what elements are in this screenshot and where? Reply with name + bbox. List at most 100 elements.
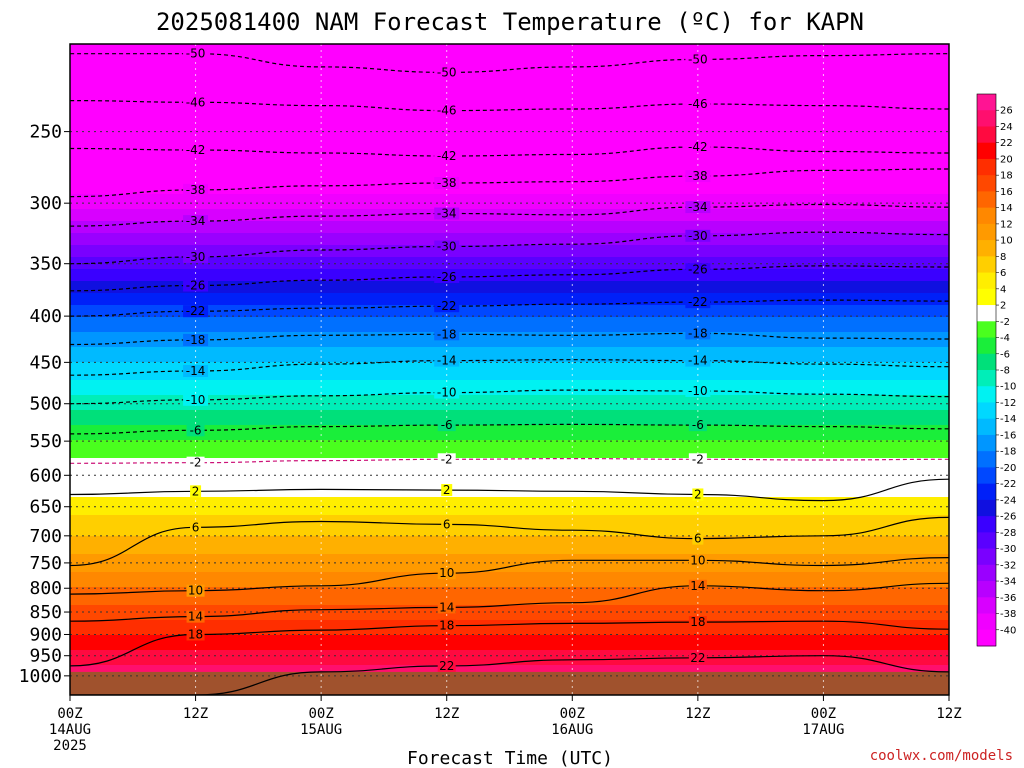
contour-label-bg — [437, 419, 456, 432]
temperature-band — [70, 122, 949, 126]
y-tick-label: 700 — [29, 526, 62, 547]
temperature-band — [70, 65, 949, 69]
temperature-band — [70, 287, 949, 291]
credit-link[interactable]: coolwx.com/models — [870, 748, 1013, 764]
temperature-band — [70, 191, 949, 195]
colorbar-label: 16 — [1000, 187, 1013, 198]
temperature-band — [70, 185, 949, 189]
contour-label: -42 — [688, 140, 708, 154]
contour-label-bg — [437, 659, 456, 672]
temperature-band — [70, 371, 949, 375]
below-ground-area — [70, 671, 949, 695]
colorbar-swatch — [977, 386, 996, 403]
contour-label: -10 — [688, 384, 708, 398]
colorbar-swatch — [977, 370, 996, 387]
temperature-band — [70, 656, 949, 660]
temperature-band — [70, 590, 949, 594]
colorbar-swatch — [977, 175, 996, 192]
contour-label-bg — [434, 104, 460, 117]
colorbar-label: 2 — [1000, 301, 1006, 312]
temperature-band — [70, 614, 949, 618]
temperature-band — [70, 500, 949, 504]
temperature-band — [70, 479, 949, 483]
temperature-band — [70, 554, 949, 558]
contour-label-bg — [685, 263, 711, 276]
contour-label: -10 — [437, 386, 457, 400]
temperature-band — [70, 131, 949, 135]
temperature-band — [70, 50, 949, 54]
temperature-band — [70, 230, 949, 234]
colorbar-swatch — [977, 483, 996, 501]
temperature-band — [70, 215, 949, 219]
temperature-band — [70, 59, 949, 63]
contour-label: -38 — [688, 169, 708, 183]
colorbar-swatch — [977, 597, 996, 614]
temperature-band — [70, 89, 949, 93]
temperature-band — [70, 182, 949, 186]
y-tick-label: 1000 — [19, 666, 62, 687]
temperature-band — [70, 545, 949, 549]
contour-label: -38 — [186, 183, 206, 197]
temperature-band — [70, 527, 949, 531]
colorbar-label: 22 — [1000, 138, 1013, 149]
temperature-band — [70, 350, 949, 354]
contour-line — [70, 557, 949, 595]
y-tick-label: 850 — [29, 602, 62, 623]
temperature-band — [70, 317, 949, 321]
contour-label: 22 — [439, 659, 454, 673]
temperature-band — [70, 197, 949, 201]
temperature-band — [70, 293, 949, 297]
temperature-band — [70, 515, 949, 519]
colorbar-swatch — [977, 353, 996, 371]
temperature-band — [70, 269, 949, 273]
colorbar-swatch — [977, 402, 996, 420]
temperature-band — [70, 257, 949, 261]
temperature-band — [70, 509, 949, 513]
temperature-band — [70, 134, 949, 138]
y-tick-label: 450 — [29, 352, 62, 373]
colorbar-swatch — [977, 94, 996, 111]
contour-label-bg — [437, 601, 456, 614]
colorbar-swatch — [977, 451, 996, 468]
temperature-band — [70, 389, 949, 393]
x-tick-label: 00Z — [57, 706, 82, 722]
colorbar-swatch — [977, 240, 996, 257]
temperature-band — [70, 572, 949, 576]
contour-line — [70, 332, 949, 346]
contour-label-bg — [688, 651, 707, 664]
temperature-band — [70, 431, 949, 435]
temperature-band — [70, 551, 949, 555]
temperature-band — [70, 377, 949, 381]
temperature-band — [70, 638, 949, 642]
contour-labels: -50 -50 -50 -46 -46 -46 -42 -42 -42 -38 -38 -38 -34 -… — [183, 47, 711, 673]
colorbar-label: -8 — [1000, 366, 1010, 377]
temperature-band — [70, 80, 949, 84]
plot-area: -50 -50 -50 -46 -46 -46 -42 -42 -42 -38 -38 -38 -34 -… — [70, 44, 949, 695]
temperature-band — [70, 311, 949, 315]
contour-label: -30 — [688, 229, 708, 243]
contour-label-bg — [183, 250, 209, 263]
contour-line — [70, 100, 949, 112]
temperature-band — [70, 164, 949, 168]
temperature-band — [70, 578, 949, 582]
temperature-band — [70, 449, 949, 453]
x-tick-label: 2025 — [53, 738, 87, 754]
temperature-band — [70, 119, 949, 123]
temperature-band — [70, 86, 949, 90]
plot-frame — [69, 43, 950, 696]
colorbar-swatch — [977, 516, 996, 533]
contour-label: -6 — [190, 423, 202, 437]
temperature-band — [70, 248, 949, 252]
contour-label-bg — [434, 386, 460, 399]
contour-label: -34 — [186, 214, 206, 228]
contour-label-bg — [434, 328, 460, 341]
contour-label: -34 — [437, 207, 457, 221]
temperature-band — [70, 356, 949, 360]
contour-label: 18 — [690, 615, 705, 629]
temperature-band — [70, 302, 949, 306]
temperature-band — [70, 446, 949, 450]
colorbar-label: 26 — [1000, 106, 1013, 117]
x-tick-label: 15AUG — [300, 722, 342, 738]
contour-label: -14 — [186, 364, 206, 378]
